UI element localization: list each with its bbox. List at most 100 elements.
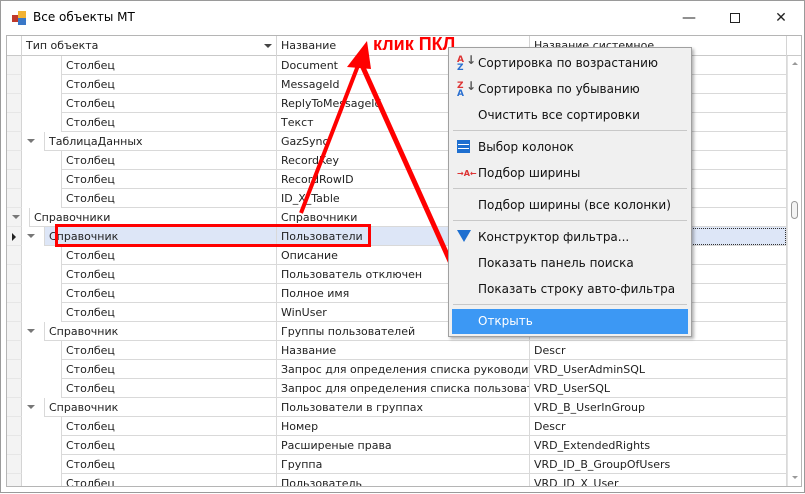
row-indicator[interactable] — [7, 132, 22, 151]
menu-item[interactable]: Показать строку авто-фильтра — [452, 277, 688, 302]
column-header-type[interactable]: Тип объекта — [22, 36, 277, 56]
cell-type[interactable]: Столбец — [61, 284, 277, 303]
cell-system-name[interactable]: VRD_UserSQL — [530, 379, 787, 398]
cell-system-name[interactable]: VRD_ExtendedRights — [530, 436, 787, 455]
expand-collapse-icon[interactable] — [27, 234, 35, 238]
cell-type[interactable]: Справочник — [44, 322, 277, 341]
filter-dropdown-icon[interactable] — [264, 44, 272, 48]
row-indicator[interactable] — [7, 189, 22, 208]
row-indicator[interactable] — [7, 151, 22, 170]
cell-system-name[interactable]: VRD_UserAdminSQL — [530, 360, 787, 379]
row-indicator[interactable] — [7, 56, 22, 75]
column-header-name[interactable]: Название — [277, 36, 530, 56]
row-indicator[interactable] — [7, 303, 22, 322]
cell-name[interactable]: Запрос для определения списка руководите… — [277, 360, 530, 379]
row-indicator[interactable] — [7, 322, 22, 341]
cell-system-name[interactable]: VRD_ID_B_GroupOfUsers — [530, 455, 787, 474]
row-indicator[interactable] — [7, 379, 22, 398]
cell-type[interactable]: Столбец — [61, 94, 277, 113]
cell-name[interactable]: Пользователи в группах — [277, 398, 530, 417]
scroll-thumb[interactable] — [791, 201, 798, 219]
row-indicator[interactable] — [7, 265, 22, 284]
menu-item[interactable]: Z A ↓ Сортировка по убыванию — [452, 77, 688, 102]
expand-collapse-icon[interactable] — [27, 405, 35, 409]
row-indicator[interactable] — [7, 436, 22, 455]
row-indicator[interactable] — [7, 75, 22, 94]
cell-type[interactable]: Столбец — [61, 170, 277, 189]
cell-type[interactable]: Столбец — [61, 75, 277, 94]
cell-system-name[interactable] — [530, 322, 787, 341]
cell-name[interactable]: Группа — [277, 455, 530, 474]
maximize-button[interactable] — [712, 1, 758, 34]
cell-system-name[interactable]: Descr — [530, 417, 787, 436]
cell-type[interactable]: Столбец — [61, 474, 277, 486]
table-row[interactable]: Столбец Название Descr — [7, 341, 787, 360]
cell-type[interactable]: Столбец — [61, 379, 277, 398]
cell-type[interactable]: ТаблицаДанных — [44, 132, 277, 151]
cell-name[interactable]: Номер — [277, 417, 530, 436]
table-row[interactable]: Справочник Группы пользователей — [7, 322, 787, 341]
row-indicator[interactable] — [7, 227, 22, 246]
close-button[interactable]: ✕ — [758, 1, 804, 34]
cell-type[interactable]: Столбец — [61, 436, 277, 455]
expand-collapse-icon[interactable] — [27, 139, 35, 143]
cell-type[interactable]: Справочник — [44, 398, 277, 417]
row-indicator[interactable] — [7, 246, 22, 265]
menu-item-label: Подбор ширины — [478, 166, 581, 180]
row-indicator[interactable] — [7, 455, 22, 474]
cell-type[interactable]: Столбец — [61, 341, 277, 360]
cell-type[interactable]: Столбец — [61, 151, 277, 170]
menu-item[interactable]: Выбор колонок — [452, 135, 688, 160]
menu-item[interactable]: Подбор ширины (все колонки) — [452, 193, 688, 218]
table-row[interactable]: Столбец Группа VRD_ID_B_GroupOfUsers — [7, 455, 787, 474]
row-indicator[interactable] — [7, 94, 22, 113]
cell-system-name[interactable]: VRD_ID_X_User — [530, 474, 787, 486]
cell-type[interactable]: Столбец — [61, 417, 277, 436]
cell-name[interactable]: Расширеные права — [277, 436, 530, 455]
cell-type[interactable]: Столбец — [61, 246, 277, 265]
cell-name[interactable]: Пользователь — [277, 474, 530, 486]
expand-collapse-icon[interactable] — [27, 329, 35, 333]
cell-type[interactable]: Столбец — [61, 360, 277, 379]
menu-item-label: Показать строку авто-фильтра — [478, 282, 676, 296]
cell-type[interactable]: Столбец — [61, 189, 277, 208]
table-row[interactable]: Столбец RecordKey — [7, 151, 787, 170]
context-menu: A Z ↓ Сортировка по возрастанию Z A ↓ Сортировк… — [448, 47, 692, 337]
scroll-down-icon[interactable] — [792, 476, 798, 479]
row-indicator[interactable] — [7, 113, 22, 132]
cell-name[interactable]: Название — [277, 341, 530, 360]
menu-item[interactable]: →A← Подбор ширины — [452, 161, 688, 186]
table-row[interactable]: Столбец Расширеные права VRD_ExtendedRight… — [7, 436, 787, 455]
menu-item[interactable]: A Z ↓ Сортировка по возрастанию — [452, 51, 688, 76]
menu-item[interactable]: Показать панель поиска — [452, 251, 688, 276]
row-indicator[interactable] — [7, 360, 22, 379]
row-indicator[interactable] — [7, 398, 22, 417]
cell-type[interactable]: Столбец — [61, 303, 277, 322]
cell-system-name[interactable]: Descr — [530, 341, 787, 360]
menu-item[interactable]: Конструктор фильтра... — [452, 225, 688, 250]
vertical-scrollbar[interactable] — [787, 56, 801, 486]
cell-type[interactable]: Столбец — [61, 113, 277, 132]
minimize-button[interactable]: — — [666, 1, 712, 34]
cell-system-name[interactable]: VRD_B_UserInGroup — [530, 398, 787, 417]
table-row[interactable]: Столбец Номер Descr — [7, 417, 787, 436]
row-indicator[interactable] — [7, 341, 22, 360]
scroll-up-icon[interactable] — [792, 62, 798, 65]
menu-item[interactable]: Открыть — [452, 309, 688, 334]
menu-item[interactable]: Очистить все сортировки — [452, 103, 688, 128]
row-indicator[interactable] — [7, 284, 22, 303]
expand-collapse-icon[interactable] — [12, 215, 20, 219]
row-indicator[interactable] — [7, 474, 22, 486]
row-indicator[interactable] — [7, 170, 22, 189]
cell-name[interactable]: Запрос для определения списка пользовате… — [277, 379, 530, 398]
menu-item-label: Подбор ширины (все колонки) — [478, 198, 671, 212]
row-indicator[interactable] — [7, 417, 22, 436]
filter-icon — [457, 230, 473, 246]
table-row[interactable]: Столбец Запрос для определения списка рук… — [7, 360, 787, 379]
table-row[interactable]: Столбец Запрос для определения списка пол… — [7, 379, 787, 398]
cell-type[interactable]: Столбец — [61, 455, 277, 474]
cell-type[interactable]: Столбец — [61, 56, 277, 75]
table-row[interactable]: Столбец Пользователь VRD_ID_X_User — [7, 474, 787, 486]
table-row[interactable]: Справочник Пользователи в группах VRD_B_Us… — [7, 398, 787, 417]
cell-type[interactable]: Столбец — [61, 265, 277, 284]
